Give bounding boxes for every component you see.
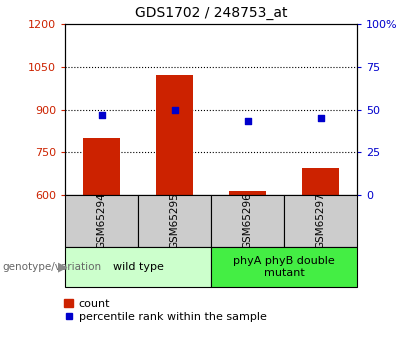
Bar [284, 195, 357, 247]
Bar [83, 138, 120, 195]
Text: genotype/variation: genotype/variation [2, 262, 101, 272]
Title: GDS1702 / 248753_at: GDS1702 / 248753_at [135, 6, 287, 20]
Bar [65, 247, 211, 287]
Point [244, 119, 251, 124]
Text: GSM65294: GSM65294 [97, 193, 107, 249]
Point [171, 107, 178, 112]
Text: GSM65296: GSM65296 [242, 193, 252, 249]
Legend: count, percentile rank within the sample: count, percentile rank within the sample [64, 299, 267, 322]
Text: GSM65297: GSM65297 [315, 193, 326, 249]
Point [317, 115, 324, 121]
Bar [65, 195, 138, 247]
Text: wild type: wild type [113, 262, 163, 272]
Text: ▶: ▶ [58, 260, 68, 273]
Text: phyA phyB double
mutant: phyA phyB double mutant [233, 256, 335, 278]
Point [98, 112, 105, 117]
Bar [302, 168, 339, 195]
Bar [211, 247, 357, 287]
Bar [156, 76, 193, 195]
Bar [138, 195, 211, 247]
Bar [211, 195, 284, 247]
Text: GSM65295: GSM65295 [170, 193, 180, 249]
Bar [229, 191, 266, 195]
